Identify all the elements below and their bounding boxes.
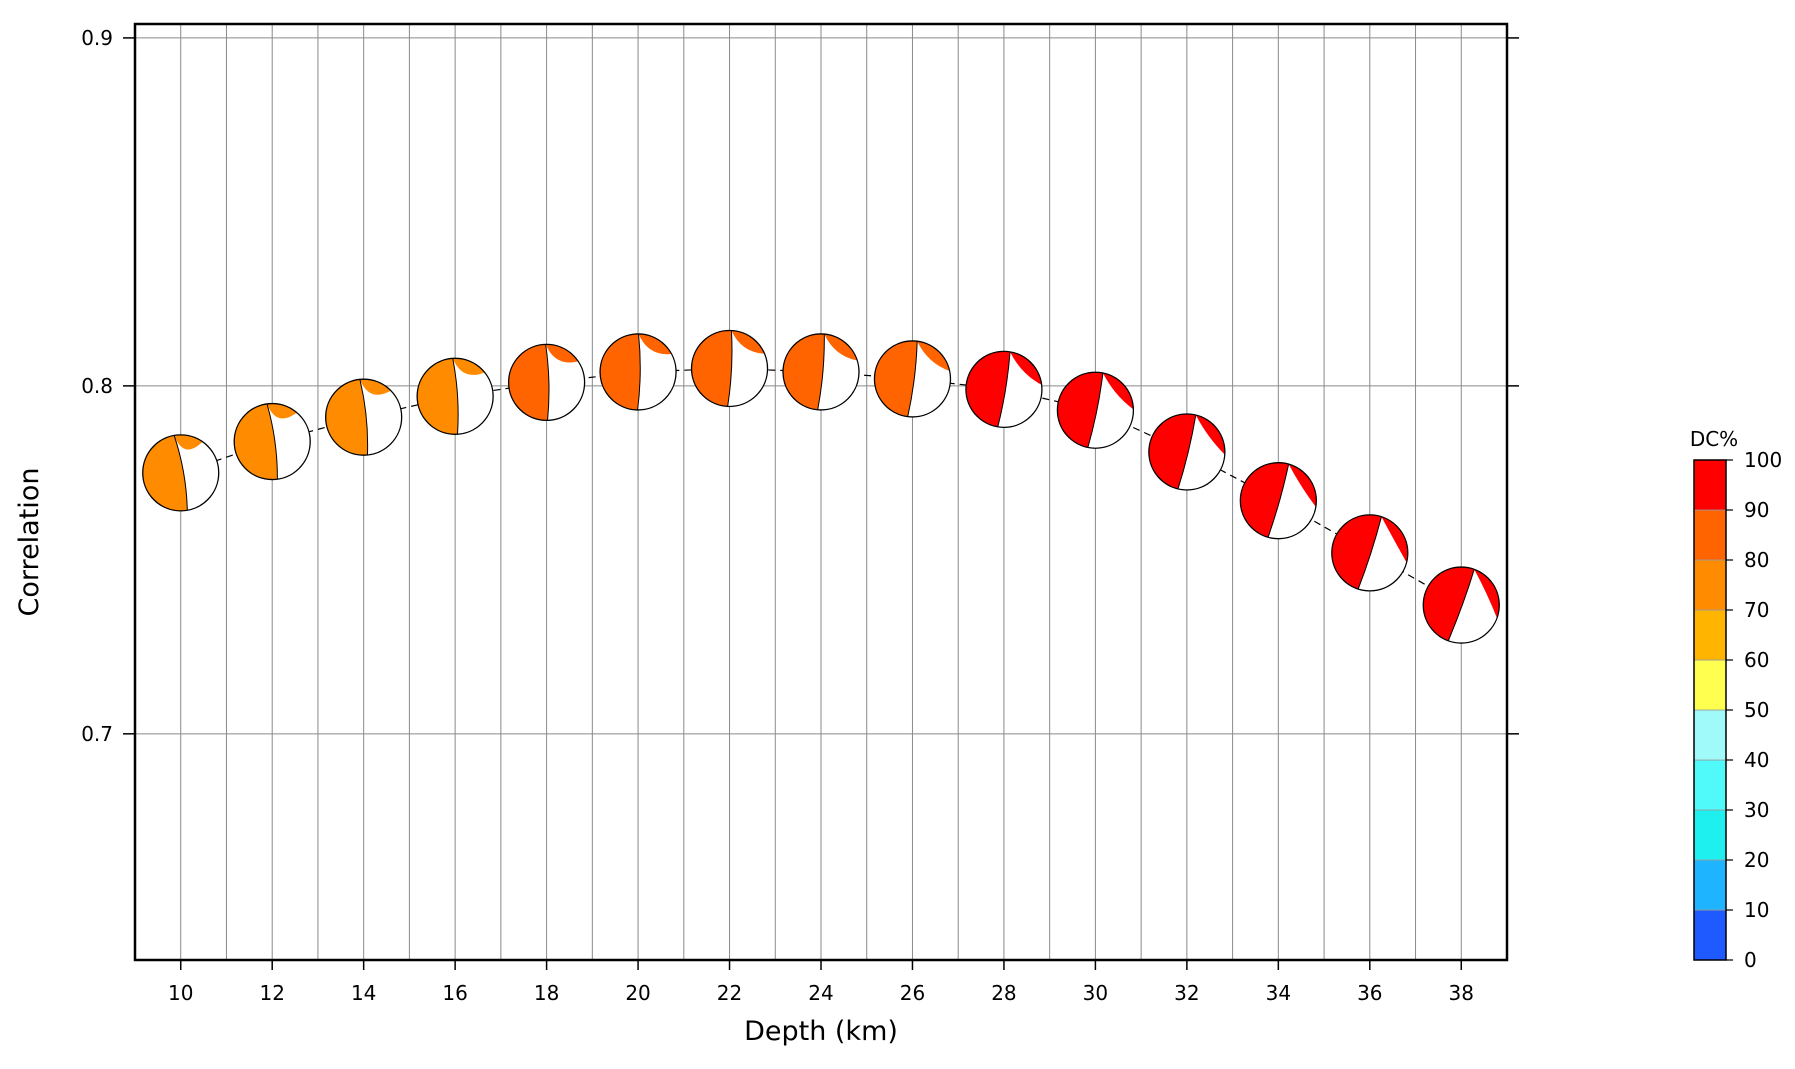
beachball-marker [599,333,677,411]
beachball-marker [873,340,952,418]
x-axis: 10 12 14 16 18 20 22 24 26 28 30 32 34 36 38 [168,960,1474,1005]
beachball-marker [965,350,1043,429]
colorbar-bin [1693,759,1727,811]
y-axis-label: Correlation [14,468,45,617]
colorbar-bin [1693,509,1727,561]
colorbar-bin [1693,459,1727,511]
y-tick-label: 0.7 [81,722,113,746]
beachball-marker [1331,514,1409,592]
beachball-marker [233,402,311,481]
x-tick-label: 10 [168,981,193,1005]
x-tick-label: 18 [534,981,559,1005]
x-tick-label: 20 [625,981,650,1005]
beachball-markers [142,329,1500,644]
colorbar-bin [1693,659,1727,711]
x-tick-label: 36 [1357,981,1382,1005]
beachball-marker [1239,462,1317,540]
x-tick-label: 38 [1449,981,1474,1005]
colorbar-bin [1693,809,1727,861]
x-tick-label: 34 [1266,981,1291,1005]
y-axis: 0.7 0.8 0.9 [81,26,1519,746]
x-tick-label: 12 [259,981,284,1005]
colorbar-bin [1693,559,1727,611]
x-tick-label: 26 [900,981,925,1005]
colorbar-title: DC% [1690,427,1738,451]
beachball-marker [782,333,860,411]
x-tick-label: 14 [351,981,376,1005]
colorbar-bin [1693,909,1727,961]
x-axis-label: Depth (km) [744,1016,898,1047]
colorbar-tick-label: 60 [1744,648,1769,672]
colorbar-tick-label: 100 [1744,448,1782,472]
beachball-marker [1422,566,1500,644]
colorbar-bin [1693,709,1727,761]
colorbar-bin [1693,609,1727,661]
colorbar-tick-label: 10 [1744,898,1769,922]
x-tick-label: 22 [717,981,742,1005]
beachball-marker [1056,371,1135,449]
colorbar-tick-label: 30 [1744,798,1769,822]
colorbar-bin [1693,859,1727,911]
beachball-marker [325,378,403,456]
beachball-marker [416,357,494,435]
x-tick-label: 28 [991,981,1016,1005]
colorbar-tick-label: 80 [1744,548,1769,572]
beachball-marker [507,343,586,422]
x-tick-label: 32 [1174,981,1199,1005]
x-tick-label: 24 [808,981,833,1005]
colorbar-tick-label: 50 [1744,698,1769,722]
beachball-marker [1148,413,1226,491]
beachball-marker [690,329,769,408]
colorbar-tick-label: 70 [1744,598,1769,622]
beachball-marker [142,434,220,512]
x-tick-label: 30 [1083,981,1108,1005]
colorbar-tick-label: 0 [1744,948,1757,972]
colorbar-tick-label: 20 [1744,848,1769,872]
dc-colorbar: 0 10 20 30 40 50 60 70 80 90 100 [1693,448,1782,972]
x-tick-label: 16 [442,981,467,1005]
colorbar-tick-label: 90 [1744,498,1769,522]
y-tick-label: 0.9 [81,26,113,50]
colorbar-tick-label: 40 [1744,748,1769,772]
y-tick-label: 0.8 [81,374,113,398]
